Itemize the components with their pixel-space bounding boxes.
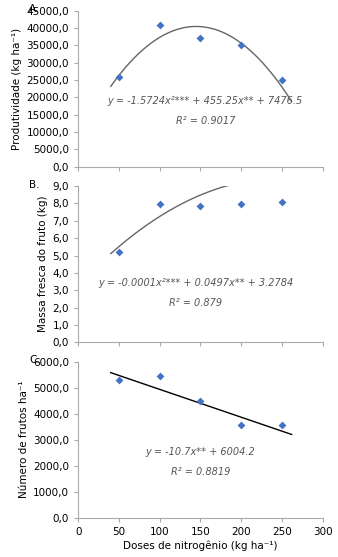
- Point: [198, 396, 203, 405]
- Point: [157, 372, 162, 380]
- Text: y = -0.0001x²*** + 0.0497x** + 3.2784: y = -0.0001x²*** + 0.0497x** + 3.2784: [98, 278, 293, 288]
- X-axis label: Doses de nitrogênio (kg ha⁻¹): Doses de nitrogênio (kg ha⁻¹): [123, 541, 277, 551]
- Point: [238, 41, 244, 50]
- Point: [116, 375, 122, 384]
- Y-axis label: Produtividade (kg ha⁻¹): Produtividade (kg ha⁻¹): [12, 28, 22, 150]
- Y-axis label: Número de frutos ha⁻¹: Número de frutos ha⁻¹: [19, 381, 29, 499]
- Text: y = -10.7x** + 6004.2: y = -10.7x** + 6004.2: [145, 447, 255, 457]
- Point: [238, 421, 244, 430]
- Point: [279, 76, 285, 85]
- Point: [279, 197, 285, 206]
- Point: [198, 34, 203, 43]
- Text: R² = 0.9017: R² = 0.9017: [175, 116, 235, 126]
- Point: [198, 202, 203, 211]
- Point: [157, 200, 162, 209]
- Point: [279, 421, 285, 430]
- Text: A.: A.: [29, 4, 40, 14]
- Text: R² = 0.8819: R² = 0.8819: [171, 467, 230, 477]
- Text: R² = 0.879: R² = 0.879: [169, 298, 222, 308]
- Point: [116, 72, 122, 81]
- Point: [238, 200, 244, 209]
- Text: y = -1.5724x²*** + 455.25x** + 7476.5: y = -1.5724x²*** + 455.25x** + 7476.5: [107, 96, 303, 106]
- Point: [116, 247, 122, 256]
- Y-axis label: Massa fresca do fruto (kg): Massa fresca do fruto (kg): [39, 196, 48, 333]
- Point: [157, 21, 162, 30]
- Text: C.: C.: [29, 355, 40, 365]
- Text: B.: B.: [29, 180, 40, 190]
